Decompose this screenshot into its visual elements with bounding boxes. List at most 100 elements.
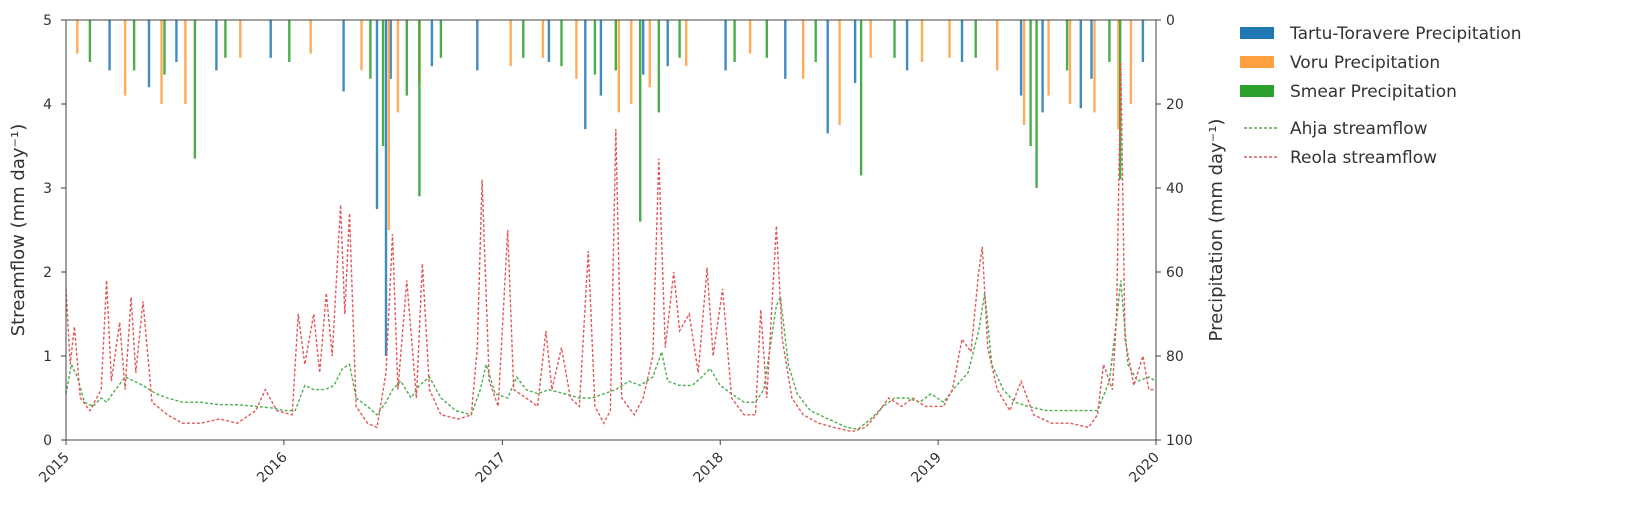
precip-bar	[748, 20, 752, 54]
precip-bar	[1065, 20, 1069, 71]
precip-bar	[630, 20, 633, 104]
legend-label: Ahja streamflow	[1290, 119, 1428, 139]
precip-bar	[396, 20, 400, 113]
legend-swatch	[1240, 85, 1274, 97]
legend-label: Tartu-Toravere Precipitation	[1289, 24, 1522, 44]
precip-bar	[838, 20, 841, 125]
precip-bar	[215, 20, 218, 71]
precip-bar	[869, 20, 872, 58]
precip-bar	[1117, 20, 1120, 130]
precip-bar	[387, 20, 391, 230]
precip-bar	[224, 20, 227, 58]
precip-bar	[418, 20, 421, 197]
precip-bar	[269, 20, 272, 58]
precip-bar	[853, 20, 857, 83]
legend-label: Smear Precipitation	[1290, 82, 1457, 102]
precip-bar	[560, 20, 563, 67]
precip-bar	[666, 20, 669, 67]
precip-bar	[859, 20, 863, 176]
y-tick-label: 5	[43, 13, 52, 29]
precip-bar	[547, 20, 551, 62]
precip-bar	[685, 20, 688, 67]
precip-bar	[405, 20, 408, 96]
y-axis-title: Streamflow (mm day⁻¹)	[8, 124, 29, 337]
precip-bar	[132, 20, 136, 71]
precip-bar	[147, 20, 151, 88]
precip-bar	[1041, 20, 1044, 113]
precip-bar	[76, 20, 79, 54]
x-tick-label: 2019	[908, 450, 945, 487]
x-tick-label: 2018	[691, 450, 728, 487]
precip-bar	[509, 20, 512, 67]
precip-bar	[1093, 20, 1096, 113]
streamflow-line	[65, 61, 1156, 433]
precip-bar	[1047, 20, 1050, 96]
y2-tick-label: 60	[1166, 265, 1184, 281]
precip-bar	[1022, 20, 1026, 125]
precip-bar	[184, 20, 187, 104]
y2-tick-label: 20	[1166, 97, 1184, 113]
legend-swatch	[1240, 27, 1274, 39]
precip-bar	[430, 20, 434, 67]
precip-bar	[996, 20, 999, 71]
precip-bar	[160, 20, 163, 104]
legend-label: Voru Precipitation	[1290, 53, 1440, 73]
precip-bar	[1068, 20, 1072, 104]
precip-bar	[960, 20, 964, 62]
y2-axis-title: Precipitation (mm day⁻¹)	[1206, 119, 1227, 342]
precip-bar	[522, 20, 525, 58]
precip-bar	[1079, 20, 1082, 109]
precip-bar	[920, 20, 924, 62]
precip-bar	[309, 20, 312, 54]
precip-bar	[108, 20, 111, 71]
y-tick-label: 3	[43, 181, 52, 197]
precip-bar	[384, 20, 388, 356]
y-tick-label: 2	[43, 265, 52, 281]
precip-bar	[614, 20, 617, 71]
precip-bar	[375, 20, 379, 209]
y-tick-label: 0	[43, 433, 52, 449]
precip-bar	[123, 20, 127, 96]
axes: 0 1 2 3 4 5 0 20 40 60 80 100 2015 2016 2017 2018 2019 20…	[36, 13, 1192, 486]
x-tick-label: 2020	[1126, 450, 1163, 487]
precip-bar	[765, 20, 768, 58]
legend-swatch	[1240, 56, 1274, 68]
precip-bar	[360, 20, 363, 71]
y2-tick-label: 100	[1166, 433, 1193, 449]
precip-bar	[1035, 20, 1038, 188]
precip-bar	[974, 20, 977, 58]
precip-bar	[893, 20, 896, 58]
x-tick-label: 2017	[473, 450, 510, 487]
precip-bar	[1129, 20, 1133, 104]
precip-bar	[814, 20, 817, 62]
precip-bar	[1141, 20, 1145, 62]
precipitation-bars	[76, 20, 1145, 356]
precip-bar	[163, 20, 166, 75]
precip-bar	[648, 20, 651, 88]
legend: Tartu-Toravere Precipitation Voru Precipi…	[1240, 24, 1522, 168]
plot-frame	[65, 19, 1157, 441]
streamflow-line	[65, 280, 1157, 430]
streamflow-lines	[65, 61, 1157, 433]
precip-bar	[389, 20, 392, 79]
precip-bar	[342, 20, 345, 92]
x-tick-label: 2016	[254, 449, 291, 486]
precip-bar	[593, 20, 597, 75]
precip-bar	[1090, 20, 1093, 79]
precip-bar	[784, 20, 787, 79]
precip-bar	[369, 20, 372, 79]
precip-bar	[541, 20, 545, 58]
precip-bar	[724, 20, 727, 71]
precip-bar	[381, 20, 385, 146]
x-tick-label: 2015	[36, 450, 73, 487]
precip-bar	[88, 20, 92, 62]
y-tick-label: 1	[43, 349, 52, 365]
precip-bar	[733, 20, 736, 62]
y2-tick-label: 40	[1166, 181, 1184, 197]
precip-bar	[826, 20, 829, 134]
precip-bar	[617, 20, 620, 113]
precip-bar	[599, 20, 603, 96]
precip-bar	[639, 20, 642, 222]
legend-label: Reola streamflow	[1290, 148, 1437, 168]
